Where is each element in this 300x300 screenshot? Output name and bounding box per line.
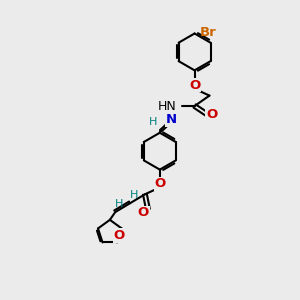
Text: O: O	[154, 177, 165, 190]
Text: O: O	[206, 108, 217, 122]
Text: HN: HN	[158, 100, 176, 112]
Text: O: O	[189, 79, 200, 92]
Text: O: O	[138, 206, 149, 219]
Text: O: O	[114, 229, 125, 242]
Text: H: H	[130, 190, 138, 200]
Text: H: H	[115, 199, 123, 208]
Text: N: N	[166, 113, 177, 126]
Text: Br: Br	[200, 26, 216, 39]
Text: H: H	[149, 117, 157, 128]
